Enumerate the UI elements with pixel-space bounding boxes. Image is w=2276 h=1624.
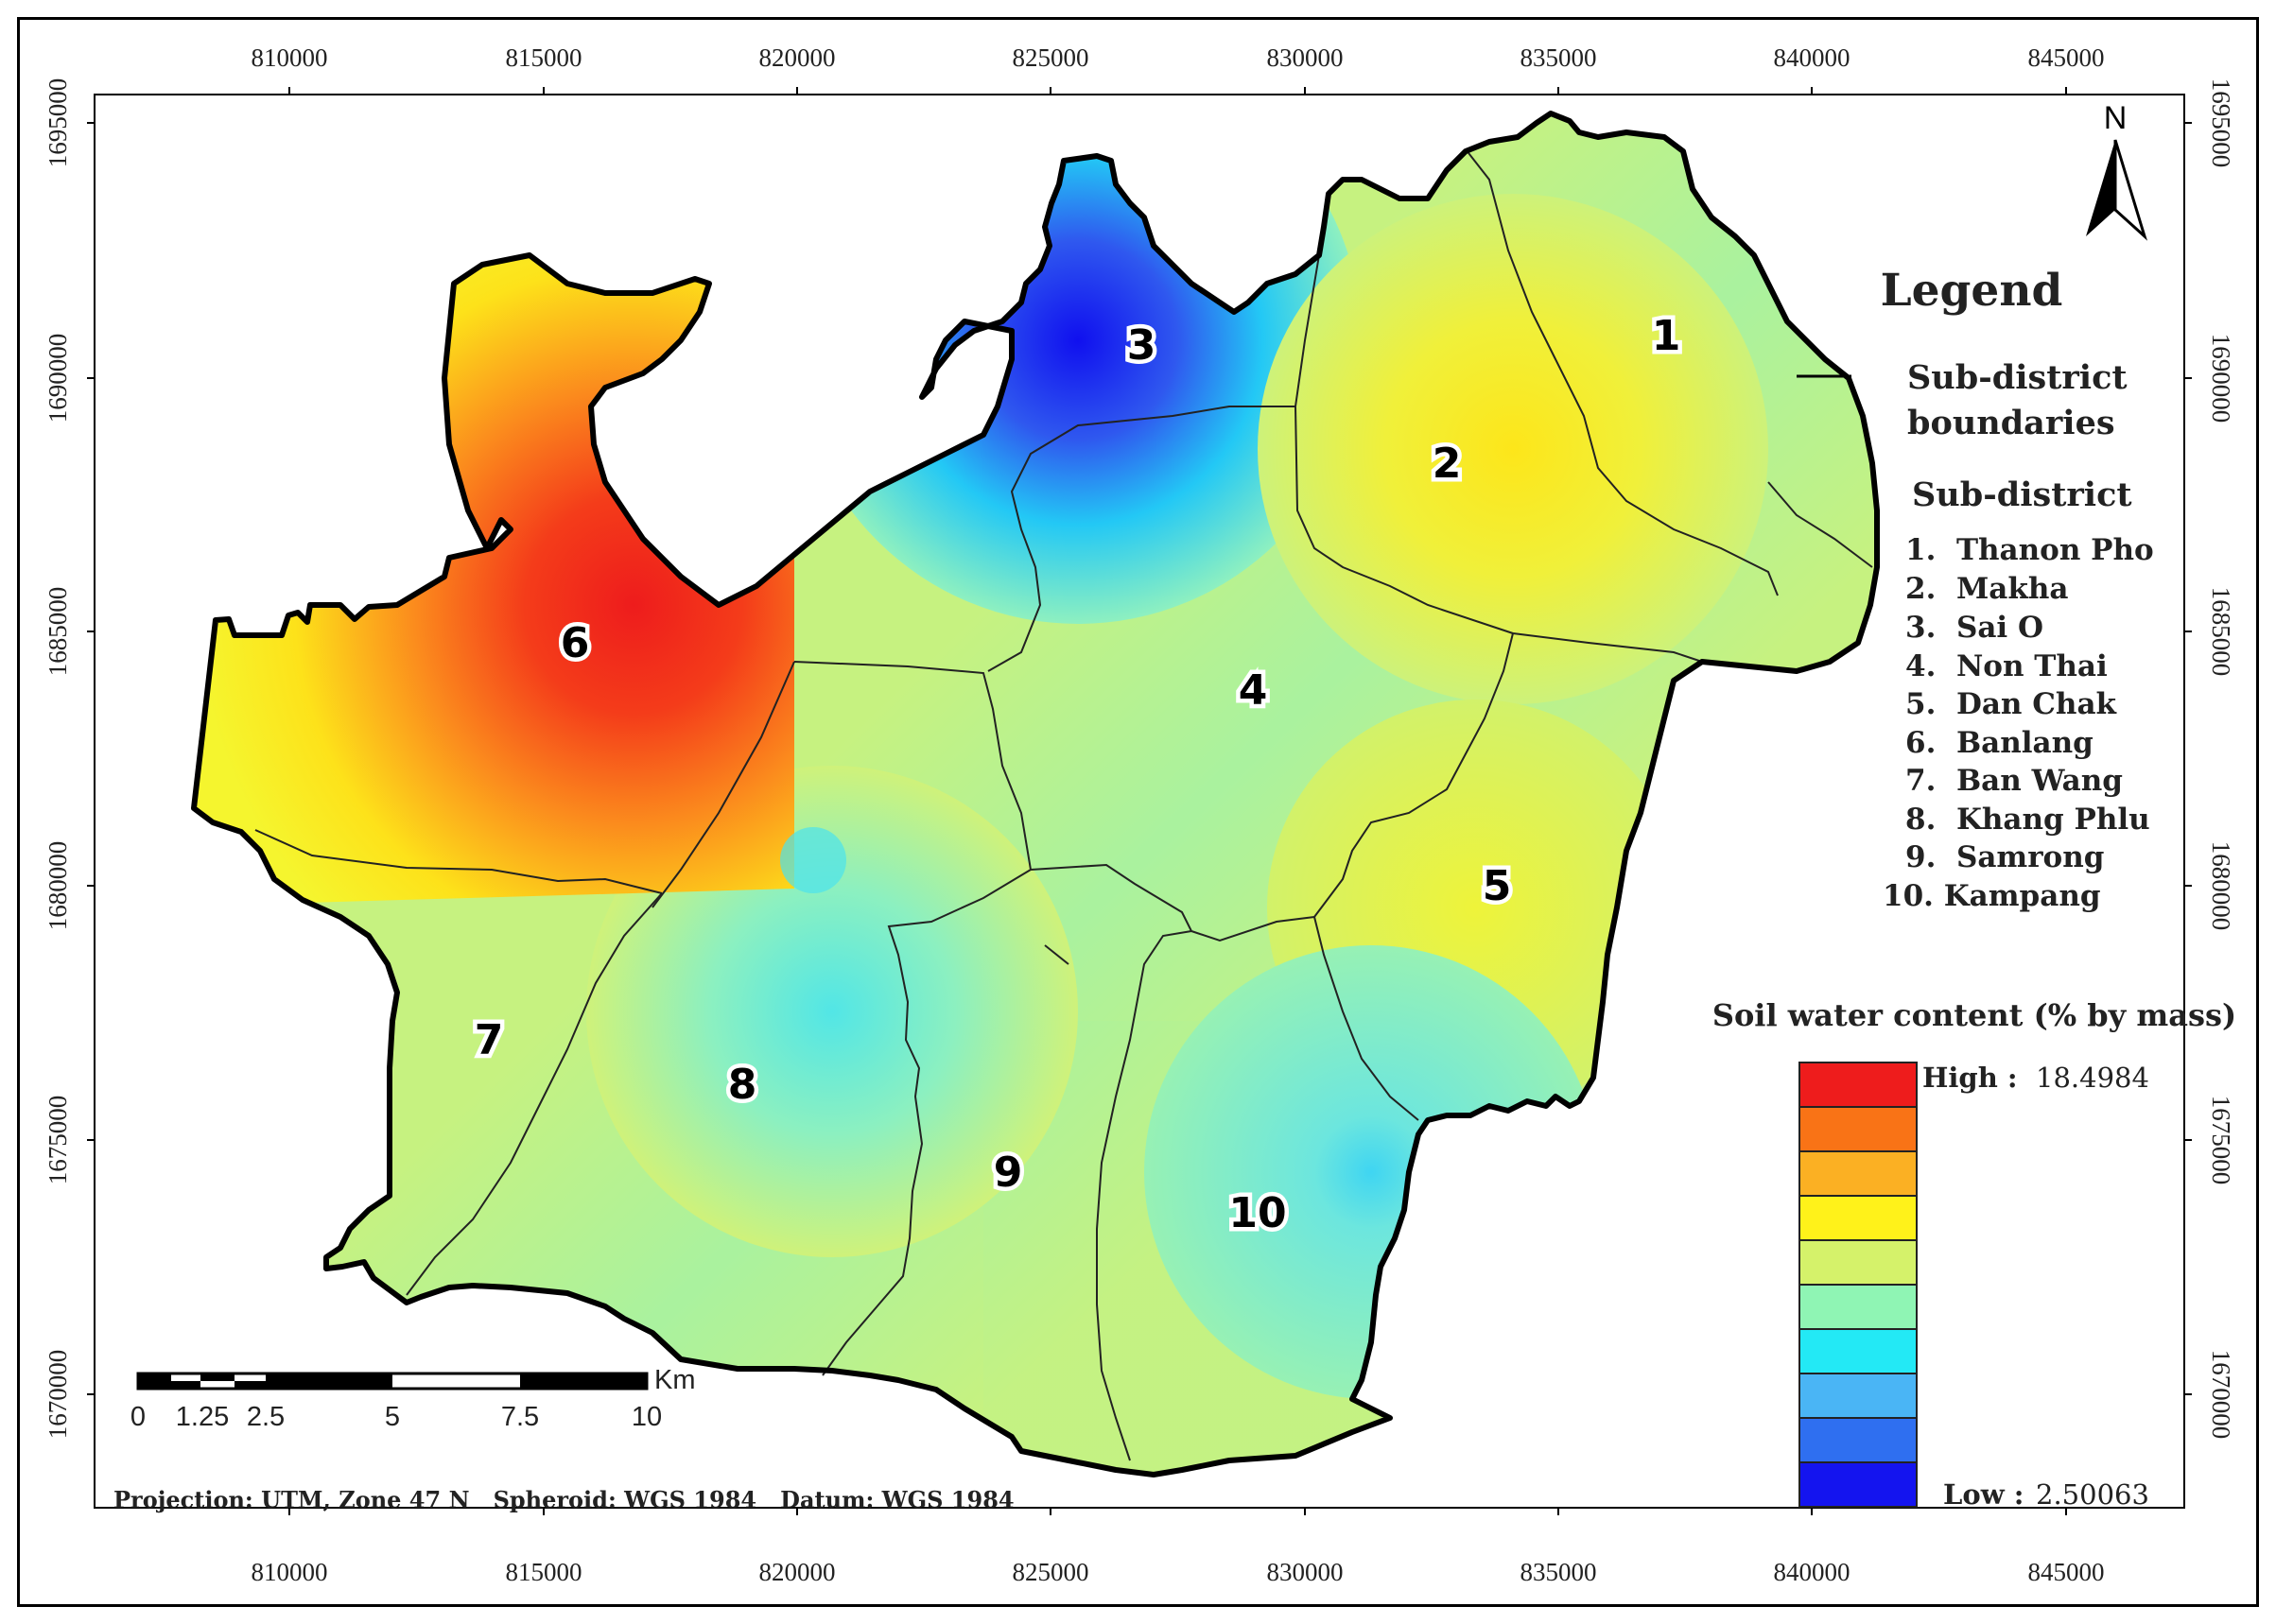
subdistrict-label-1: 1 [1652, 312, 1681, 360]
north-label: N [2104, 100, 2128, 136]
ramp-swatch [1798, 1373, 1918, 1419]
boundary-legend-label-1: Sub-district [1907, 358, 2128, 397]
subdistrict-boundaries [254, 148, 1873, 1461]
ramp-swatch [1798, 1062, 1918, 1108]
ramp-high-label: High : [1922, 1062, 2018, 1094]
subdistrict-item: 6. Banlang [1905, 726, 2094, 760]
y-tick-label: 1680000 [2207, 841, 2235, 931]
x-tick-label: 810000 [252, 1558, 328, 1586]
subdistrict-label-5: 5 [1483, 862, 1512, 910]
x-tick-label: 830000 [1267, 1558, 1344, 1586]
north-arrow-left-icon [2086, 140, 2115, 236]
y-tick-label: 1690000 [2207, 334, 2235, 423]
subdistrict-label-4: 4 [1239, 666, 1268, 715]
x-tick-labels-top: 810000 815000 820000 825000 830000 83500… [252, 43, 2105, 72]
ramp-swatch [1798, 1239, 1918, 1286]
projection-info: Projection: UTM, Zone 47 N Spheroid: WGS… [113, 1486, 1015, 1513]
map-neatline [94, 94, 2185, 1509]
scale-label: 0 [130, 1402, 146, 1432]
scale-unit: Km [654, 1365, 696, 1395]
subdistrict-label-9: 9 [994, 1149, 1023, 1197]
ramp-swatch [1798, 1284, 1918, 1330]
y-tick-label: 1675000 [43, 1096, 72, 1185]
graticule-ticks [87, 87, 2192, 1515]
subdistrict-item: 3. Sai O [1905, 611, 2043, 645]
y-tick-label: 1670000 [43, 1350, 72, 1440]
ramp-swatch [1798, 1417, 1918, 1463]
subdistrict-label-3: 3 [1127, 321, 1156, 370]
x-tick-label: 815000 [506, 1558, 582, 1586]
x-tick-label: 840000 [1774, 43, 1850, 72]
subdistrict-item: 1. Thanon Pho [1905, 533, 2154, 567]
ramp-swatch [1798, 1106, 1918, 1152]
subdistrict-label-2: 2 [1433, 440, 1462, 488]
subdistrict-item: 2. Makha [1905, 572, 2068, 606]
subdistrict-label-6: 6 [561, 619, 590, 667]
study-area-boundary [191, 111, 1880, 1477]
subdistrict-item: 9. Samrong [1905, 840, 2104, 874]
x-tick-label: 825000 [1013, 1558, 1089, 1586]
x-tick-label: 810000 [252, 43, 328, 72]
color-ramp [1798, 1062, 1918, 1508]
y-tick-label: 1685000 [2207, 587, 2235, 677]
map-frame [17, 17, 2259, 1607]
x-tick-label: 815000 [506, 43, 582, 72]
scale-label: 7.5 [501, 1402, 539, 1432]
ramp-swatch [1798, 1195, 1918, 1241]
ramp-swatch [1798, 1150, 1918, 1197]
scale-label: 1.25 [176, 1402, 229, 1432]
north-arrow: N [2086, 100, 2148, 241]
legend: Legend Sub-district boundaries Sub-distr… [1712, 265, 2236, 1511]
x-tick-labels-bottom: 810000 815000 820000 825000 830000 83500… [252, 1558, 2105, 1586]
x-tick-label: 840000 [1774, 1558, 1850, 1586]
x-tick-label: 845000 [2028, 1558, 2105, 1586]
subdistrict-item: 7. Ban Wang [1905, 764, 2123, 798]
north-arrow-right-icon [2113, 139, 2148, 241]
y-tick-label: 1695000 [43, 78, 72, 168]
ramp-swatch [1798, 1328, 1918, 1374]
scale-label: 2.5 [247, 1402, 285, 1432]
x-tick-label: 835000 [1520, 1558, 1597, 1586]
boundary-legend-label-2: boundaries [1907, 404, 2115, 442]
y-tick-labels-right: 1695000 1690000 1685000 1680000 1675000 … [2207, 78, 2235, 1440]
subdistrict-label-8: 8 [728, 1061, 757, 1109]
scale-label: 10 [632, 1402, 662, 1432]
subdistrict-item: 4. Non Thai [1905, 649, 2108, 683]
x-tick-label: 835000 [1520, 43, 1597, 72]
y-tick-label: 1695000 [2207, 78, 2235, 168]
y-tick-labels-left: 1695000 1690000 1685000 1680000 1675000 … [43, 78, 72, 1440]
subdistrict-item: 10. Kampang [1883, 879, 2101, 913]
subdistrict-label-7: 7 [475, 1016, 504, 1064]
x-tick-label: 830000 [1267, 43, 1344, 72]
y-tick-label: 1680000 [43, 841, 72, 931]
ramp-high-value: 18.4984 [2036, 1062, 2149, 1094]
scale-label: 5 [385, 1402, 400, 1432]
ramp-low-label: Low : [1943, 1478, 2024, 1511]
x-tick-label: 825000 [1013, 43, 1089, 72]
y-tick-label: 1685000 [43, 587, 72, 677]
subdistrict-number-labels: 1 2 3 4 5 6 7 8 9 10 [470, 308, 1685, 1242]
subdistrict-label-10: 10 [1228, 1189, 1286, 1237]
subdistrict-item: 5. Dan Chak [1905, 687, 2118, 721]
x-tick-label: 820000 [759, 1558, 836, 1586]
legend-title: Legend [1881, 265, 2063, 317]
y-tick-label: 1675000 [2207, 1096, 2235, 1185]
x-tick-label: 845000 [2028, 43, 2105, 72]
subdistrict-list: 1. Thanon Pho 2. Makha 3. Sai O 4. Non T… [1883, 533, 2154, 913]
ramp-heading: Soil water content (% by mass) [1712, 997, 2236, 1033]
scale-bar: Km 0 1.25 2.5 5 7.5 10 [130, 1365, 696, 1432]
y-tick-label: 1690000 [43, 334, 72, 423]
subdistrict-heading: Sub-district [1912, 475, 2132, 514]
ramp-low-value: 2.50063 [2036, 1478, 2149, 1511]
ramp-swatch [1798, 1461, 1918, 1508]
y-tick-label: 1670000 [2207, 1350, 2235, 1440]
subdistrict-item: 8. Khang Phlu [1905, 803, 2150, 837]
x-tick-label: 820000 [759, 43, 836, 72]
